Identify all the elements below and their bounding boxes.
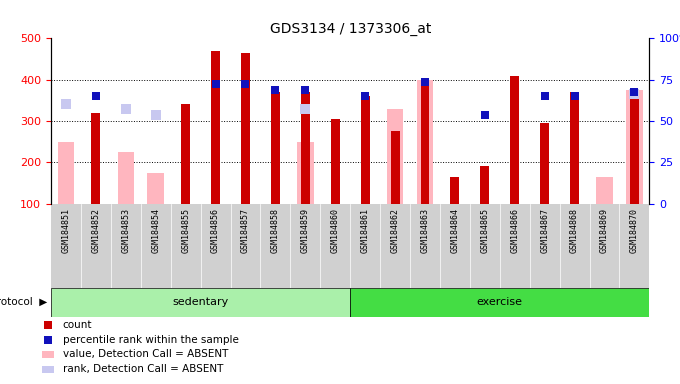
Text: GSM184865: GSM184865 (480, 208, 490, 253)
Text: GSM184868: GSM184868 (570, 208, 579, 253)
Bar (480, 166, 490, 204)
Text: GSM184863: GSM184863 (420, 208, 430, 253)
Text: GSM184851: GSM184851 (61, 208, 71, 253)
Bar (360, 96, 370, 204)
Text: GSM184855: GSM184855 (181, 208, 190, 253)
Bar (387, 109, 403, 204)
Bar (91, 113, 101, 204)
Bar (118, 152, 134, 204)
Text: exercise: exercise (477, 297, 523, 308)
Text: GSM184861: GSM184861 (360, 208, 370, 253)
Bar (301, 92, 310, 204)
Text: count: count (63, 320, 92, 330)
Bar (330, 119, 340, 204)
Bar (390, 131, 400, 204)
Text: GSM184858: GSM184858 (271, 208, 280, 253)
Text: GSM184852: GSM184852 (91, 208, 101, 253)
Text: GSM184866: GSM184866 (510, 208, 520, 253)
Title: GDS3134 / 1373306_at: GDS3134 / 1373306_at (269, 22, 431, 36)
Bar (626, 90, 643, 204)
Bar (181, 104, 190, 204)
Bar (211, 51, 220, 204)
Text: GSM184869: GSM184869 (600, 208, 609, 253)
Text: GSM184864: GSM184864 (450, 208, 460, 253)
Text: GSM184854: GSM184854 (151, 208, 160, 253)
Text: GSM184856: GSM184856 (211, 208, 220, 253)
Text: GSM184857: GSM184857 (241, 208, 250, 253)
Bar (596, 177, 613, 204)
Bar (570, 92, 579, 204)
Text: GSM184860: GSM184860 (330, 208, 340, 253)
Bar (148, 172, 164, 204)
FancyBboxPatch shape (42, 351, 54, 358)
Bar (510, 76, 520, 204)
Text: rank, Detection Call = ABSENT: rank, Detection Call = ABSENT (63, 364, 223, 374)
Text: GSM184870: GSM184870 (630, 208, 639, 253)
Bar (271, 92, 280, 204)
Bar (58, 142, 74, 204)
Text: GSM184867: GSM184867 (540, 208, 549, 253)
Text: percentile rank within the sample: percentile rank within the sample (63, 334, 239, 345)
Bar (417, 80, 433, 204)
Text: GSM184853: GSM184853 (121, 208, 131, 253)
Bar (241, 53, 250, 204)
Bar (297, 142, 313, 204)
Bar (420, 84, 430, 204)
FancyBboxPatch shape (42, 366, 54, 373)
Bar (450, 177, 460, 204)
Bar (630, 92, 639, 204)
Bar (51, 288, 350, 317)
Text: protocol  ▶: protocol ▶ (0, 297, 48, 308)
Text: value, Detection Call = ABSENT: value, Detection Call = ABSENT (63, 349, 228, 359)
Bar (540, 123, 549, 204)
Text: GSM184859: GSM184859 (301, 208, 310, 253)
Bar (350, 288, 649, 317)
Text: sedentary: sedentary (173, 297, 228, 308)
Text: GSM184862: GSM184862 (390, 208, 400, 253)
